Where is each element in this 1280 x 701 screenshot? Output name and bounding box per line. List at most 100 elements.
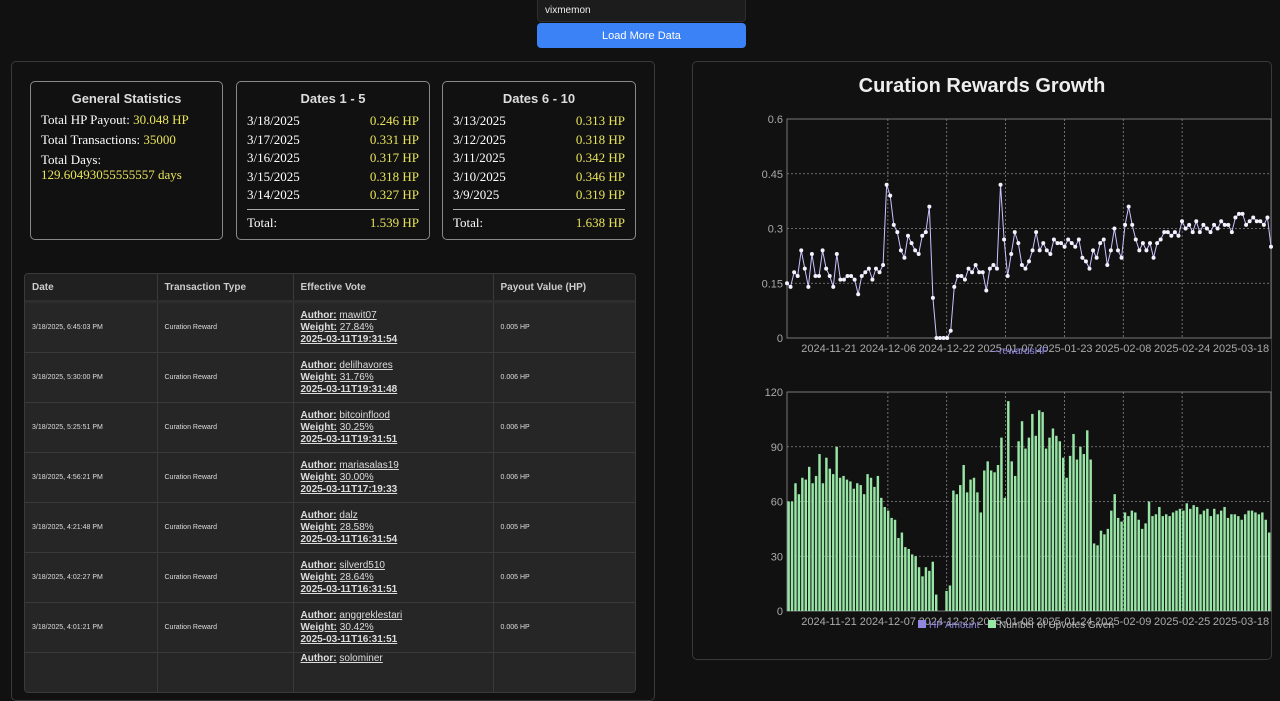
weight-label: Weight: [300,471,337,483]
dates-6-10-total-value: 1.638 HP [575,214,625,230]
vote-timestamp: 2025-03-11T16:31:51 [300,633,398,645]
table-row[interactable]: 3/18/2025, 6:45:03 PM Curation Reward Auth… [25,301,635,353]
author-link[interactable]: delilhavores [339,359,393,371]
upvote-bar [1024,448,1027,611]
upvote-bar [914,556,917,611]
table-row[interactable]: 3/18/2025, 4:21:48 PM Curation Reward Auth… [25,502,635,553]
username-input[interactable] [537,0,746,22]
author-link[interactable]: solominer [339,653,383,664]
transactions-table[interactable]: Date Transaction Type Effective Vote Payout… [24,273,636,693]
data-point [1076,237,1081,242]
data-point [977,270,982,275]
upvote-bar [1062,457,1065,611]
data-point [1187,222,1192,227]
upvote-bar [1267,532,1271,611]
table-row[interactable]: Author: solominer [25,652,635,692]
data-point [966,266,971,271]
upvote-bar [931,561,935,611]
data-point [817,273,822,278]
upvote-bar [1058,441,1062,611]
data-point [1265,215,1270,220]
data-point [902,255,907,260]
data-point [1048,252,1053,257]
upvote-bar [1161,516,1164,611]
upvote-bar [1027,437,1031,611]
upvote-bar [1192,505,1195,611]
upvote-bar [1175,510,1178,611]
divider [247,208,419,210]
weight-label: Weight: [300,371,337,383]
upvote-bar [1113,494,1116,611]
data-point [1126,204,1131,209]
date-label: 3/12/2025 [453,131,506,147]
data-point [955,273,960,278]
load-more-button[interactable]: Load More Data [537,23,746,48]
upvote-bar [787,501,790,611]
author-link[interactable]: bitcoinflood [339,409,390,421]
data-point [1123,222,1128,227]
upvote-bar [856,483,859,611]
y-tick-label: 0.3 [768,224,783,236]
column-header[interactable]: Date [25,274,158,303]
upvote-bar [1247,510,1250,611]
weight-value: 30.00% [339,471,374,483]
upvote-bar [797,494,801,611]
upvote-bar [959,485,962,611]
data-point [1012,230,1017,235]
vote-cell: Author: delilhavores Weight: 31.76% 2025-0… [293,352,494,403]
upvote-bar [983,470,986,611]
data-point [1226,222,1231,227]
table-row[interactable]: 3/18/2025, 4:02:27 PM Curation Reward Auth… [25,552,635,603]
author-link[interactable]: anggreklestari [339,609,403,621]
column-header[interactable]: Effective Vote [293,274,494,303]
type-cell: Curation Reward [157,452,294,503]
data-point [952,284,957,289]
total-hp-label: Total HP Payout: [41,112,134,127]
data-point [1247,219,1252,224]
hp-value: 0.346 HP [575,168,625,184]
dates-6-10-row: 3/13/2025 0.313 HP [453,112,625,131]
upvote-bar [917,567,921,611]
upvote-bar [845,479,849,611]
data-point [813,273,818,278]
data-point [1098,241,1103,246]
data-point [1073,244,1078,249]
author-link[interactable]: mawit07 [339,309,377,321]
data-point [1066,237,1071,242]
date-cell: 3/18/2025, 4:21:48 PM [25,502,158,553]
upvote-bar [1037,410,1041,611]
data-point [938,336,943,340]
table-row[interactable]: 3/18/2025, 4:56:21 PM Curation Reward Auth… [25,452,635,503]
data-point [984,288,989,293]
vote-cell: Author: mawit07 Weight: 27.84% 2025-03-11T… [293,301,494,353]
y-tick-label: 60 [771,497,783,509]
table-row[interactable]: 3/18/2025, 5:25:51 PM Curation Reward Auth… [25,402,635,453]
date-label: 3/13/2025 [453,113,506,128]
author-label: Author: [300,459,337,471]
column-header[interactable]: Payout Value (HP) [493,274,635,303]
upvote-bar [1017,441,1020,611]
author-link[interactable]: silverd510 [339,559,385,571]
data-point [980,270,985,275]
weight-label: Weight: [300,321,337,333]
data-point [1269,244,1273,249]
upvote-bar [880,497,883,611]
upvote-bar [1134,512,1137,611]
column-header[interactable]: Transaction Type [157,274,294,303]
upvote-bar [814,475,818,611]
date-label: 3/10/2025 [453,168,506,184]
table-row[interactable]: 3/18/2025, 4:01:21 PM Curation Reward Auth… [25,602,635,653]
upvotes-bar-chart: 0 30 60 90 120 2024-11-21 2024-12-07 2024-12-23… [765,387,1272,631]
upvote-bar [1120,521,1123,611]
data-point [809,252,814,257]
upvote-bar [1182,510,1185,611]
author-link[interactable]: mariasalas19 [339,459,399,471]
upvote-bar [1003,497,1007,611]
table-row[interactable]: 3/18/2025, 5:30:00 PM Curation Reward Auth… [25,352,635,403]
date-cell: 3/18/2025, 5:25:51 PM [25,402,158,453]
data-point [1233,215,1238,220]
x-tick-label: 2024-11-21 [801,343,856,355]
dates-1-5-row: 3/15/2025 0.318 HP [247,168,419,187]
upvote-bar [835,446,838,611]
author-link[interactable]: dalz [339,509,358,521]
